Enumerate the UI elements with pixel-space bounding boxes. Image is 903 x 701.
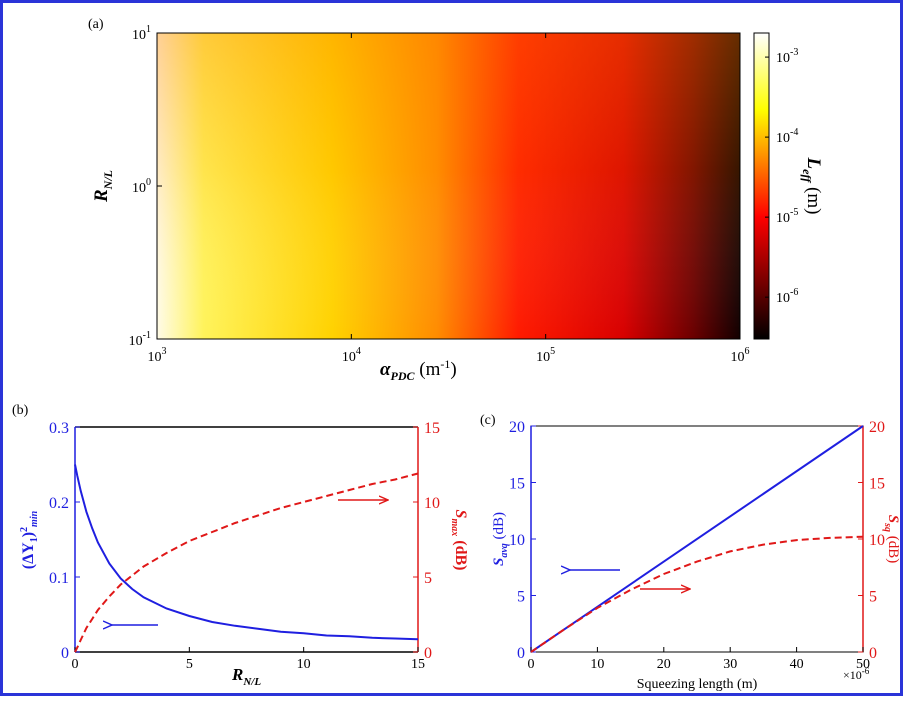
panel-b-left-tick-label: 0 [61,645,69,662]
panel-c-x-tick-label: 30 [723,657,737,672]
panel-c-right-axis-label: Ssq (dB) [882,515,901,564]
panel-c-left-axis-label: Savq (dB) [491,512,510,566]
panel-b-right-tick-label: 5 [424,570,432,587]
colorbar [753,32,770,340]
heatmap-y-axis-label: RN/L [91,170,115,203]
heatmap-x-tick-label: 104 [342,346,361,365]
panel-c-series-right-line [530,535,864,653]
panel-c-left-tick-label: 10 [509,532,525,549]
panel-c-left-tick-label: 0 [517,645,525,662]
panel-c-left-tick-label: 5 [517,589,525,606]
panel-b-left-tick-label: 0.3 [49,420,69,437]
heatmap-x-tick-label: 103 [148,346,167,365]
colorbar-tick-label: 10-5 [776,207,798,226]
panel-a: (a) 103 104 105 106 10-1 100 101 αPDC (m-1) R… [88,17,824,383]
panel-c-right-tick-label: 0 [869,645,877,662]
panel-b-series-right-line [74,472,419,653]
panel-c-x-tick-label: 50 [856,657,870,672]
colorbar-ticks: 10-6 10-5 10-4 10-3 [765,47,798,306]
heatmap-y-tick-label: 101 [132,24,151,43]
panel-b-series-left-line [74,464,419,641]
panel-c-right-tick-label: 5 [869,589,877,606]
panel-c-left-tick-label: 15 [509,476,525,493]
colorbar-tick-label: 10-3 [776,47,798,66]
heatmap-y-ticks: 10-1 100 101 [129,24,162,349]
panel-c-x-tick-label: 20 [657,657,671,672]
heatmap-y-tick-label: 10-1 [129,330,151,349]
panel-b-left-tick-label: 0.2 [49,495,69,512]
panel-b-right-tick-label: 10 [424,495,440,512]
panel-b-right-tick-label: 15 [424,420,440,437]
panel-b-series [74,464,419,653]
panel-c-series [530,425,864,653]
panel-b-x-tick-label: 10 [297,657,311,672]
panel-b-label: (b) [12,403,29,418]
panel-c-left-tick-label: 20 [509,419,525,436]
heatmap-y-tick-label: 100 [132,177,151,196]
panel-c-x-tick-label: 40 [790,657,804,672]
panel-c-right-tick-label: 10 [869,532,885,549]
colorbar-label: Leff (m) [800,157,824,215]
panel-b-left-axis-label: (ΔY1)2min [19,510,40,569]
panel-c-right-tick-label: 20 [869,419,885,436]
colorbar-tick-label: 10-4 [776,127,798,146]
heatmap-x-axis-label: αPDC (m-1) [380,357,457,383]
panel-b-x-axis-label: RN/L [231,665,261,688]
heatmap-x-tick-label: 105 [536,346,555,365]
panel-b-right-axis-label: Smax (dB) [449,510,469,571]
panel-b-x-tick-label: 0 [72,657,79,672]
panel-c-x-tick-label: 0 [528,657,535,672]
heatmap-shading [157,33,740,339]
panel-c-x-axis-label: Squeezing length (m) [637,677,758,692]
panel-c-x-tick-label: 10 [590,657,604,672]
panel-c-right-tick-label: 15 [869,476,885,493]
panel-c-label: (c) [480,413,496,428]
heatmap-x-tick-label: 106 [731,346,750,365]
heatmap-x-ticks: 103 104 105 106 [148,33,750,365]
colorbar-tick-label: 10-6 [776,287,798,306]
panel-c-x-multiplier: ×10-6 [843,666,870,682]
panel-b-right-tick-label: 0 [424,645,432,662]
panel-b-x-tick-label: 15 [411,657,425,672]
panel-b-x-tick-label: 5 [186,657,193,672]
panel-a-label: (a) [88,17,104,32]
panel-b-left-tick-label: 0.1 [49,570,69,587]
